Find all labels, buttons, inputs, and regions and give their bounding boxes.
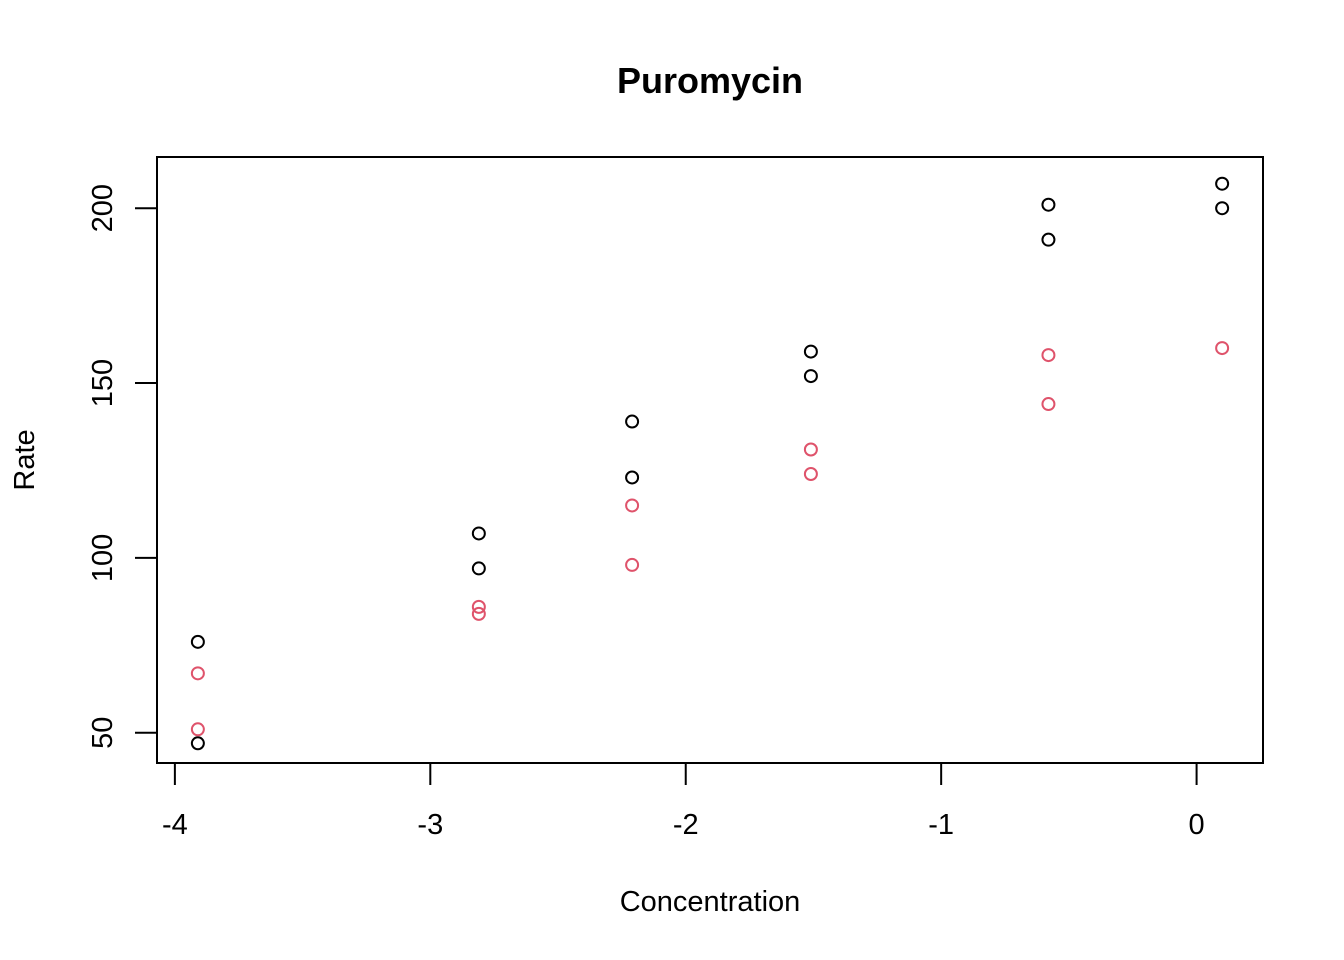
data-point bbox=[803, 369, 818, 384]
data-point bbox=[190, 722, 205, 737]
data-point bbox=[625, 470, 640, 485]
data-point bbox=[625, 498, 640, 513]
y-tick-label: 100 bbox=[87, 534, 119, 582]
x-tick-label: -3 bbox=[417, 809, 443, 841]
y-axis: 50 100 150 200 bbox=[87, 184, 158, 749]
data-point bbox=[190, 666, 205, 681]
x-tick-label: -2 bbox=[673, 809, 699, 841]
y-axis-label: Rate bbox=[9, 429, 41, 490]
data-point bbox=[1215, 176, 1230, 191]
x-tick-label: -4 bbox=[162, 809, 188, 841]
data-point bbox=[1215, 201, 1230, 216]
data-point bbox=[471, 561, 486, 576]
data-point bbox=[1041, 232, 1056, 247]
data-point bbox=[471, 606, 486, 621]
data-point bbox=[625, 557, 640, 572]
data-point bbox=[190, 736, 205, 751]
data-point bbox=[625, 414, 640, 429]
y-tick-label: 50 bbox=[87, 717, 119, 749]
data-point bbox=[803, 442, 818, 457]
data-point bbox=[1041, 397, 1056, 412]
data-point bbox=[1041, 197, 1056, 212]
x-tick-label: -1 bbox=[928, 809, 954, 841]
data-points bbox=[190, 176, 1230, 751]
data-point bbox=[190, 634, 205, 649]
chart-title: Puromycin bbox=[617, 60, 803, 101]
data-point bbox=[1215, 341, 1230, 356]
data-point bbox=[471, 526, 486, 541]
data-point bbox=[803, 344, 818, 359]
data-point bbox=[471, 599, 486, 614]
data-point bbox=[1041, 348, 1056, 363]
y-tick-label: 150 bbox=[87, 359, 119, 407]
x-axis-label: Concentration bbox=[620, 886, 801, 918]
data-point bbox=[803, 466, 818, 481]
x-tick-label: 0 bbox=[1189, 809, 1205, 841]
y-tick-label: 200 bbox=[87, 184, 119, 232]
x-axis: -4 -3 -2 -1 0 bbox=[162, 762, 1205, 841]
